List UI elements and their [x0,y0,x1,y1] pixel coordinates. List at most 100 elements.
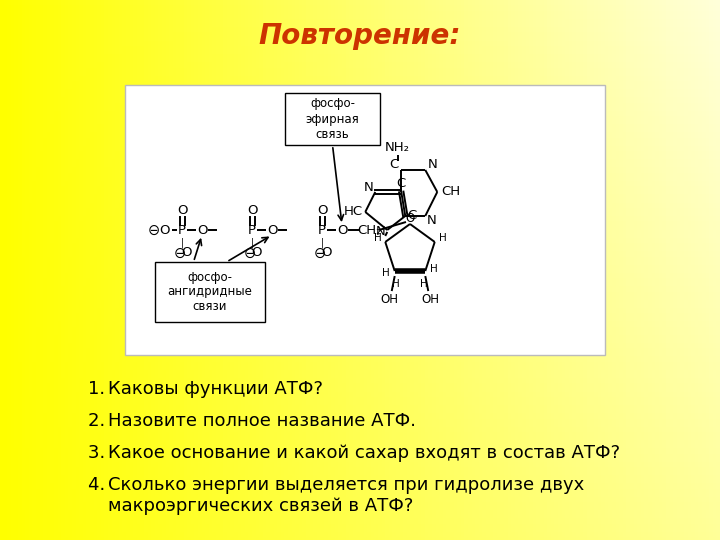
Bar [0,467,720,470]
Bar [342,0,346,540]
Bar [0,373,720,375]
Bar [0,211,720,213]
Bar [587,0,590,540]
Bar [18,0,22,540]
Bar [0,400,720,402]
Bar [0,54,720,57]
Bar [0,481,720,483]
Bar [641,0,644,540]
Bar [0,43,720,46]
Bar [0,27,720,30]
Bar [0,348,720,351]
Bar [0,154,720,157]
Bar [662,0,666,540]
Bar [644,0,648,540]
Bar [274,0,277,540]
Bar [0,0,720,3]
Bar [392,0,396,540]
Bar [450,0,454,540]
Bar [0,259,720,262]
Bar [43,0,47,540]
Bar [677,0,680,540]
Bar [0,502,720,505]
Bar [0,332,720,335]
Bar [0,108,720,111]
Bar [0,302,720,305]
Bar [0,119,720,122]
Text: Сколько энергии выделяется при гидролизе двух
макроэргических связей в АТФ?: Сколько энергии выделяется при гидролизе… [108,476,584,515]
Bar [0,232,720,235]
Bar [0,148,720,151]
Text: O: O [197,224,207,237]
Bar [0,375,720,378]
Text: C: C [397,178,406,191]
Bar [155,262,265,322]
Bar [0,78,720,81]
Bar [0,408,720,410]
Bar [637,0,641,540]
Bar [0,308,720,310]
Bar [0,494,720,497]
Bar [0,316,720,319]
Bar [0,240,720,243]
Bar [0,284,720,286]
Bar [245,0,248,540]
Bar [263,0,266,540]
Bar [666,0,670,540]
Bar [364,0,367,540]
Bar [652,0,655,540]
Bar [0,394,720,397]
Bar [58,0,61,540]
Bar [454,0,457,540]
Bar [0,292,720,294]
Bar [130,0,133,540]
Bar [385,0,389,540]
Bar [353,0,356,540]
Text: |: | [320,238,323,248]
Text: O: O [317,204,328,217]
Bar [0,11,720,14]
Bar [238,0,241,540]
Bar [410,0,414,540]
Bar [630,0,634,540]
Bar [428,0,432,540]
Bar [125,85,605,355]
Bar [504,0,508,540]
Bar [562,0,565,540]
Bar [11,0,14,540]
Bar [331,0,335,540]
Bar [0,167,720,170]
Bar [0,248,720,251]
Bar [14,0,18,540]
Bar [0,340,720,343]
Bar [533,0,536,540]
Bar [0,165,720,167]
Bar [0,267,720,270]
Bar [173,0,176,540]
Bar [0,378,720,381]
Bar [0,251,720,254]
Bar [0,275,720,278]
Bar [0,189,720,192]
Bar [713,0,716,540]
Bar [709,0,713,540]
Text: ⊖: ⊖ [244,246,256,260]
Bar [457,0,461,540]
Bar [0,0,4,540]
Bar [0,324,720,327]
Bar [493,0,497,540]
Bar [425,0,428,540]
Bar [0,364,720,367]
Bar [0,230,720,232]
Bar [634,0,637,540]
Bar [0,446,720,448]
Bar [490,0,493,540]
Text: O: O [247,204,257,217]
Bar [0,500,720,502]
Bar [0,489,720,491]
Bar [0,265,720,267]
Bar [576,0,580,540]
Bar [605,0,608,540]
Bar [0,451,720,454]
Bar [0,192,720,194]
